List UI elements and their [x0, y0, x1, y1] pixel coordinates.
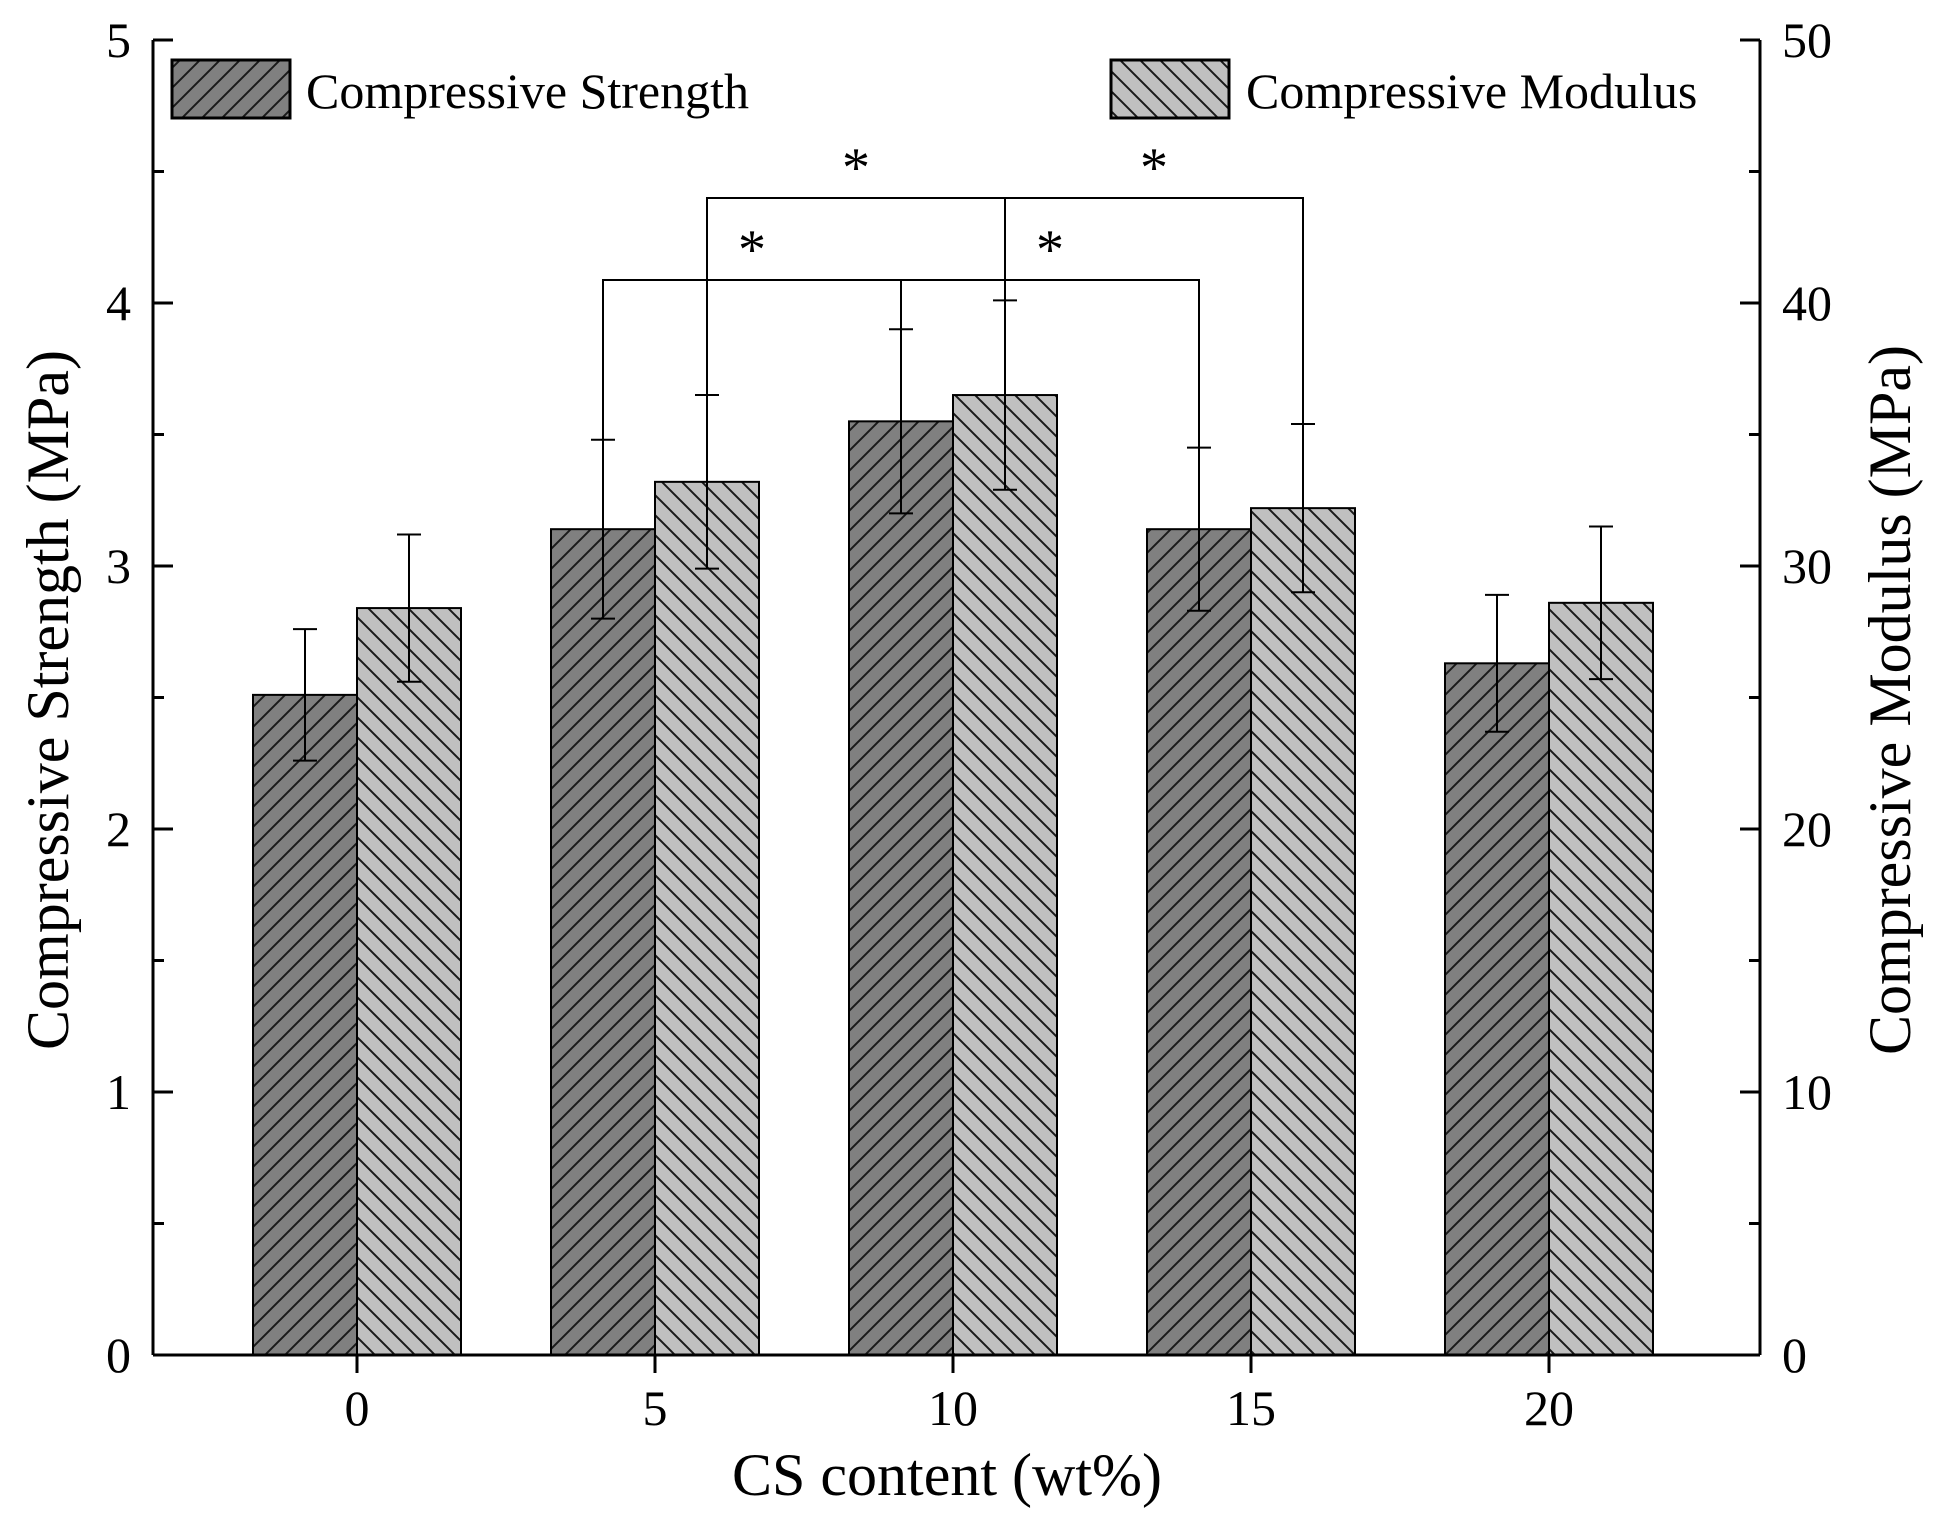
y2-tick-label-0: 0	[1782, 1327, 1807, 1383]
y-tick-label-0: 0	[106, 1327, 131, 1383]
y-tick-label-4: 4	[106, 275, 131, 331]
legend-swatch-compressive-modulus	[1109, 58, 1231, 120]
x-axis-title: CS content (wt%)	[732, 1442, 1162, 1508]
y-tick-label-3: 3	[106, 538, 131, 594]
y-tick-label-1: 1	[106, 1064, 131, 1120]
significance-modulus-5-10-label: *	[842, 137, 870, 199]
x-tick-label-15: 15	[1226, 1380, 1276, 1436]
y-axis-title: Compressive Strength (MPa)	[15, 350, 81, 1050]
x-tick-label-5: 5	[643, 1380, 668, 1436]
legend-label-compressive-strength: Compressive Strength	[306, 63, 749, 119]
y2-tick-label-40: 40	[1782, 275, 1832, 331]
bar-modulus-10	[952, 394, 1058, 1356]
significance-layer: * * * *	[602, 137, 1304, 448]
x-tick-label-0: 0	[345, 1380, 370, 1436]
y-tick-label-2: 2	[106, 801, 131, 857]
bar-strength-15	[1146, 528, 1252, 1356]
bar-modulus-5	[654, 480, 760, 1356]
legend-label-compressive-modulus: Compressive Modulus	[1246, 63, 1697, 119]
bar-modulus-15	[1250, 507, 1356, 1356]
errorbars-layer	[293, 299, 1613, 762]
bars-layer	[252, 394, 1654, 1357]
bar-strength-0	[252, 693, 358, 1356]
y2-axis-title: Compressive Modulus (MPa)	[1857, 345, 1923, 1055]
y2-tick-label-30: 30	[1782, 538, 1832, 594]
bar-strength-20	[1444, 662, 1550, 1356]
legend-swatch-compressive-strength	[170, 58, 292, 120]
y2-tick-label-50: 50	[1782, 12, 1832, 68]
significance-modulus-10-15-bracket	[1004, 197, 1304, 424]
significance-strength-5-10-bracket	[602, 279, 902, 440]
bar-modulus-20	[1548, 601, 1654, 1356]
legend: Compressive Strength Compressive Modulus	[170, 58, 1697, 120]
significance-strength-10-15-bracket	[900, 279, 1200, 448]
y2-tick-label-10: 10	[1782, 1064, 1832, 1120]
y-tick-label-5: 5	[106, 12, 131, 68]
significance-modulus-10-15-label: *	[1140, 137, 1168, 199]
significance-strength-10-15-label: *	[1036, 219, 1064, 281]
bar-strength-5	[550, 528, 656, 1356]
significance-strength-5-10-label: *	[738, 219, 766, 281]
bar-strength-10	[848, 420, 954, 1357]
y2-tick-label-20: 20	[1782, 801, 1832, 857]
x-tick-label-20: 20	[1524, 1380, 1574, 1436]
bar-modulus-0	[356, 607, 462, 1356]
x-tick-label-10: 10	[928, 1380, 978, 1436]
